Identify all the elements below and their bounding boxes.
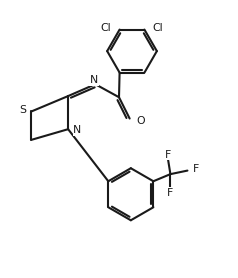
Text: F: F xyxy=(167,188,173,198)
Text: F: F xyxy=(193,164,200,174)
Text: S: S xyxy=(19,105,26,115)
Text: N: N xyxy=(90,75,98,85)
Text: F: F xyxy=(164,150,171,160)
Text: N: N xyxy=(73,125,82,135)
Text: Cl: Cl xyxy=(153,23,163,33)
Text: O: O xyxy=(136,116,145,126)
Text: Cl: Cl xyxy=(101,23,111,33)
